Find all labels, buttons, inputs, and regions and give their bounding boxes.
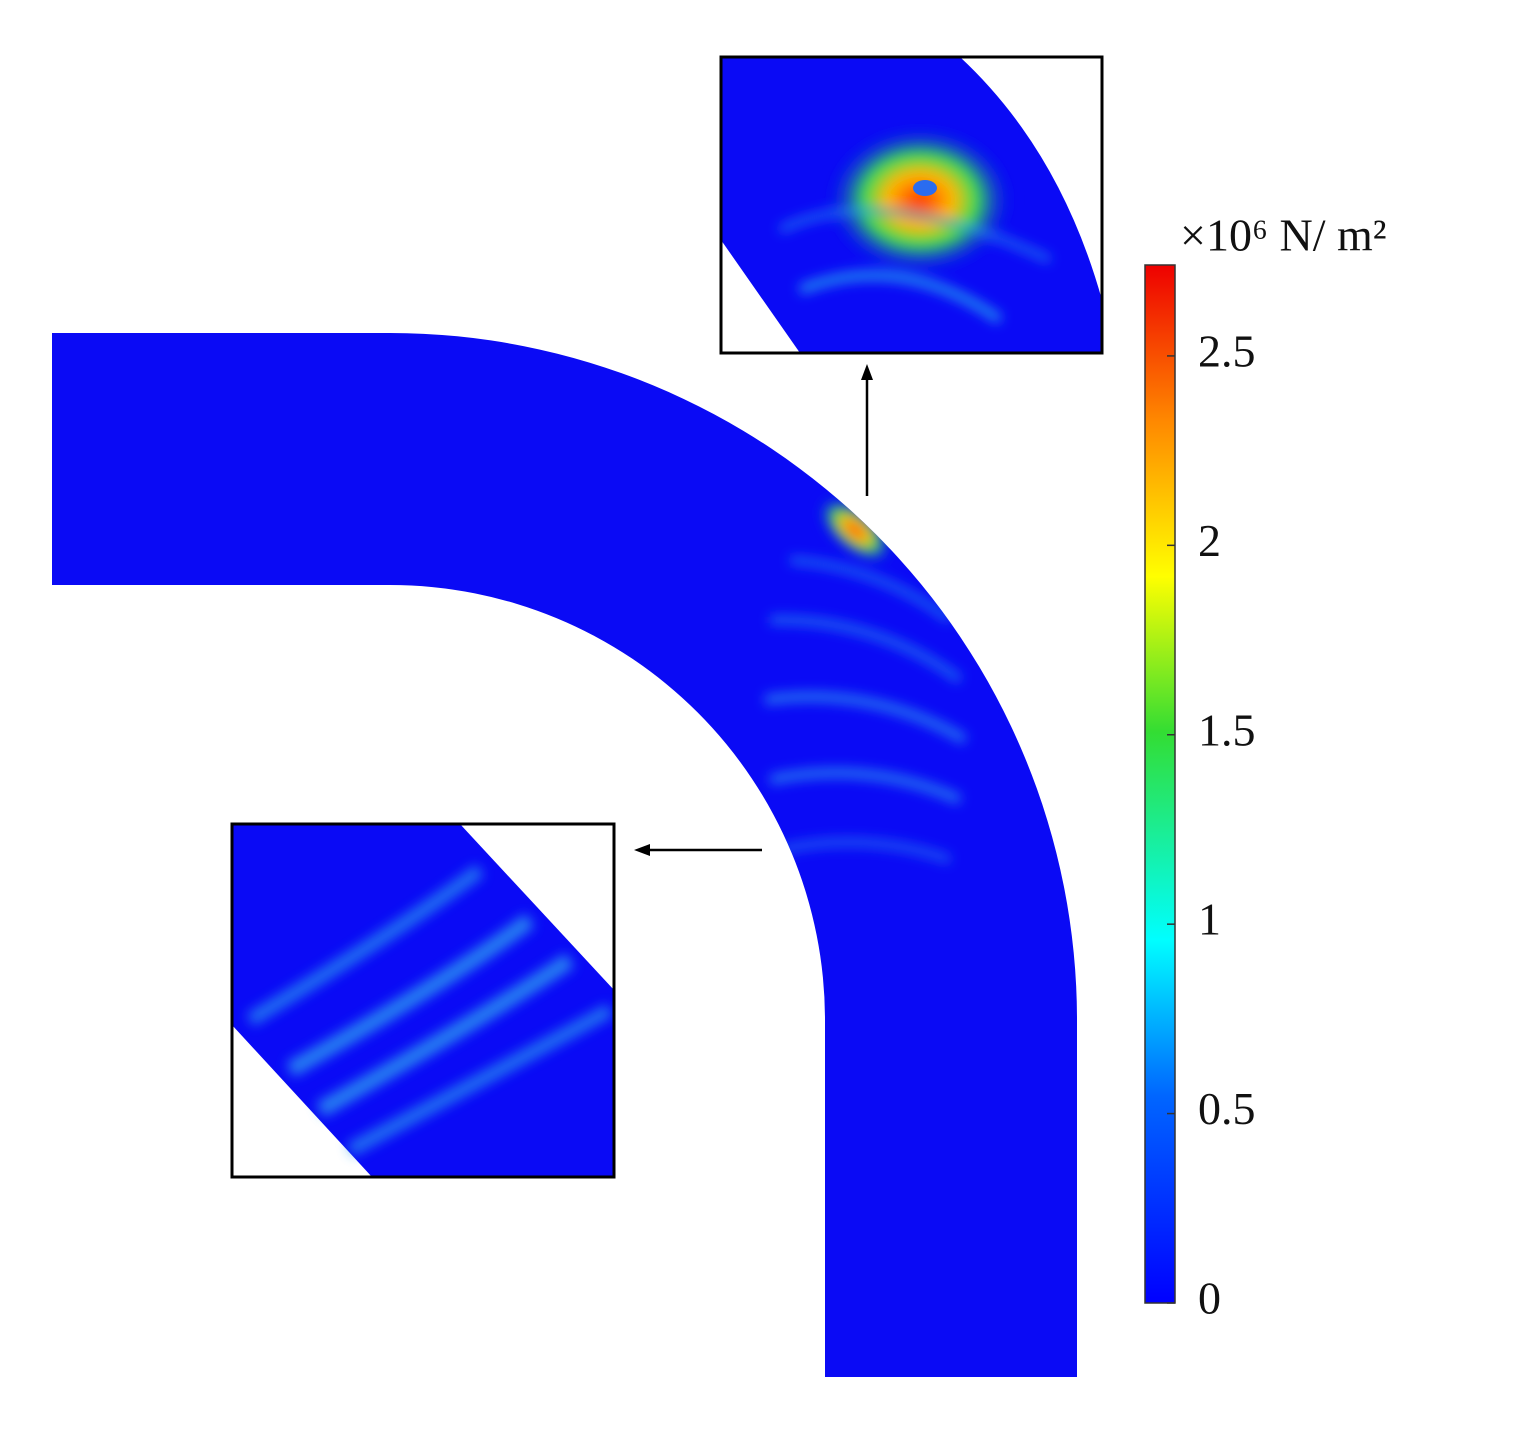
colorbar-gradient (1144, 264, 1176, 1304)
tick-label: 1.5 (1198, 704, 1256, 755)
tick-label: 2 (1198, 515, 1221, 566)
pipe (52, 333, 1077, 1377)
tick-label: 0.5 (1198, 1083, 1256, 1134)
colorbar-label: ×10⁶ N/ m² (1180, 210, 1387, 261)
tick-label: 1 (1198, 894, 1221, 945)
inset-top (719, 55, 1104, 355)
inset-bottom (230, 822, 616, 1179)
tick-label: 2.5 (1198, 325, 1256, 376)
colorbar: ×10⁶ N/ m² 0 0.5 1 1.5 2 2.5 (1144, 210, 1387, 1324)
tick-label: 0 (1198, 1273, 1221, 1324)
arrows (634, 364, 873, 856)
